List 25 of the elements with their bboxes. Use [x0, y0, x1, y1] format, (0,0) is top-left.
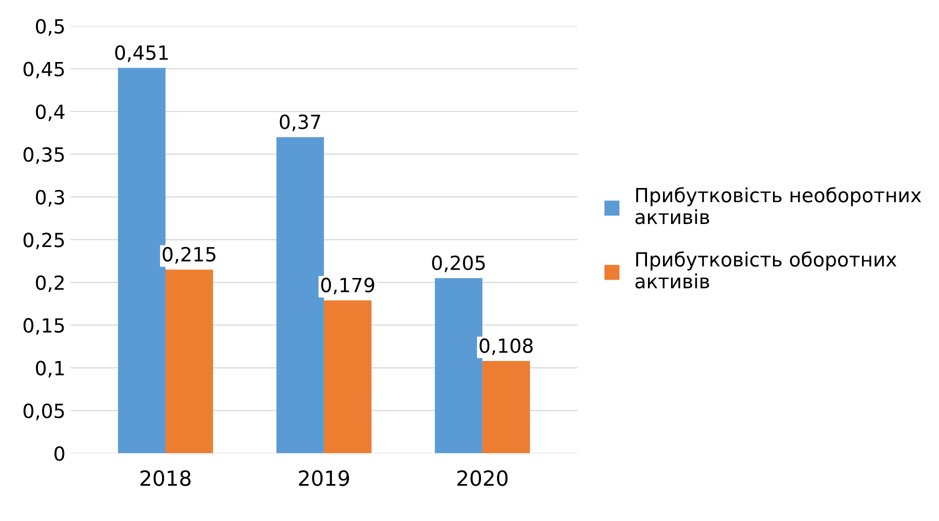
bar	[482, 360, 530, 454]
bar	[324, 300, 372, 454]
y-tick-label: 0,35	[24, 147, 64, 164]
x-tick-label: 2018	[140, 470, 191, 486]
y-tick-label: 0,25	[24, 232, 64, 250]
y-tick-label: 0,15	[24, 318, 64, 335]
data-label: 0,205	[432, 255, 485, 272]
y-tick-label: 0,05	[24, 404, 64, 420]
legend-label: Прибутковість необоротних активів	[635, 187, 922, 224]
data-label: 0,37	[280, 114, 320, 132]
y-tick-label: 0,4	[36, 104, 64, 122]
legend-label: Прибутковість оборотних активів	[635, 251, 896, 288]
data-label: 0,108	[480, 338, 533, 356]
y-tick-label: 0,45	[24, 62, 64, 78]
x-tick-label: 2019	[298, 470, 349, 486]
data-label: 0,179	[321, 278, 374, 294]
data-label: 0,215	[162, 246, 216, 264]
x-tick-label: 2020	[457, 470, 508, 486]
data-label: 0,451	[115, 45, 168, 62]
y-tick-label: 0,3	[36, 190, 64, 207]
y-tick-label: 0,2	[36, 275, 64, 292]
y-tick-label: 0,5	[36, 19, 64, 36]
bar	[166, 270, 214, 454]
y-tick-label: 0,1	[36, 360, 64, 378]
y-tick-label: 0	[54, 446, 64, 461]
